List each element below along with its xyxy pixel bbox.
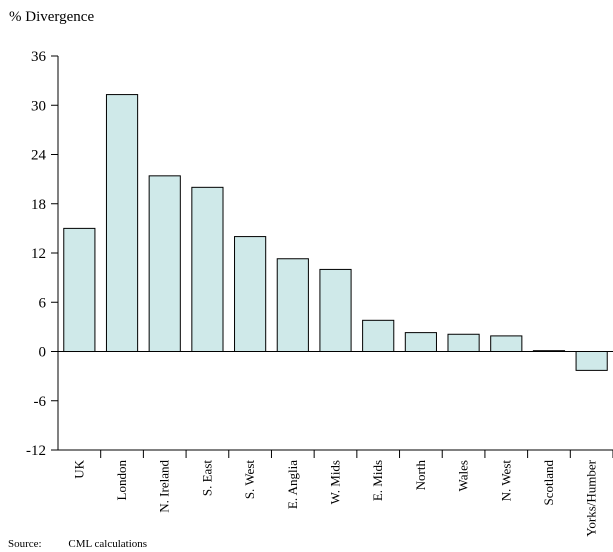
y-tick-label: 18 [31, 197, 46, 213]
x-tick-label: Scotland [541, 460, 556, 506]
y-tick-label: 24 [31, 148, 47, 164]
x-tick-label: London [114, 460, 129, 501]
bar-n-ireland [148, 175, 181, 352]
y-axis-title: % Divergence [9, 9, 95, 25]
bar-wales [447, 333, 480, 353]
x-labels: UK London N. Ireland S. East S. West E. Angli… [71, 450, 613, 537]
bar-s-west [234, 236, 267, 352]
x-tick-label: N. West [498, 460, 513, 502]
bars [63, 94, 608, 371]
y-ticks: 36 30 24 18 12 6 0 -6 -12 [26, 49, 58, 459]
x-tick-label: N. Ireland [157, 460, 172, 513]
bar-s-east [191, 186, 224, 352]
x-tick-label: S. East [199, 460, 214, 497]
bar-scotland [532, 350, 566, 352]
axes [57, 56, 613, 451]
x-tick-label: E. Anglia [285, 460, 300, 509]
bar-north [404, 332, 437, 352]
x-tick-label: S. West [242, 460, 257, 500]
x-tick-label: E. Mids [370, 460, 385, 501]
y-tick-label: 30 [31, 98, 46, 114]
y-tick-label: 0 [39, 345, 47, 361]
bar-e-mids [362, 319, 395, 352]
x-tick-label: W. Mids [328, 460, 343, 504]
bar-london [105, 94, 139, 353]
y-tick-label: -6 [34, 394, 47, 410]
source-value: CML calculations [68, 538, 148, 550]
x-tick-label: Yorks/Humber [584, 459, 599, 536]
bar-e-anglia [276, 258, 309, 352]
y-tick-label: 6 [39, 295, 47, 311]
y-tick-label: -12 [26, 443, 46, 459]
y-tick-label: 36 [31, 49, 47, 65]
bar-w-mids [319, 268, 352, 353]
source-label: Source: [8, 538, 42, 550]
x-tick-label: North [413, 460, 428, 491]
bar-uk [63, 227, 96, 353]
x-tick-label: UK [71, 459, 86, 478]
y-tick-label: 12 [31, 246, 46, 262]
bar-yorks-humber [575, 351, 608, 371]
source-note: Source: CML calculations [8, 538, 147, 550]
x-tick-label: Wales [456, 460, 471, 491]
bar-n-west [490, 335, 523, 352]
